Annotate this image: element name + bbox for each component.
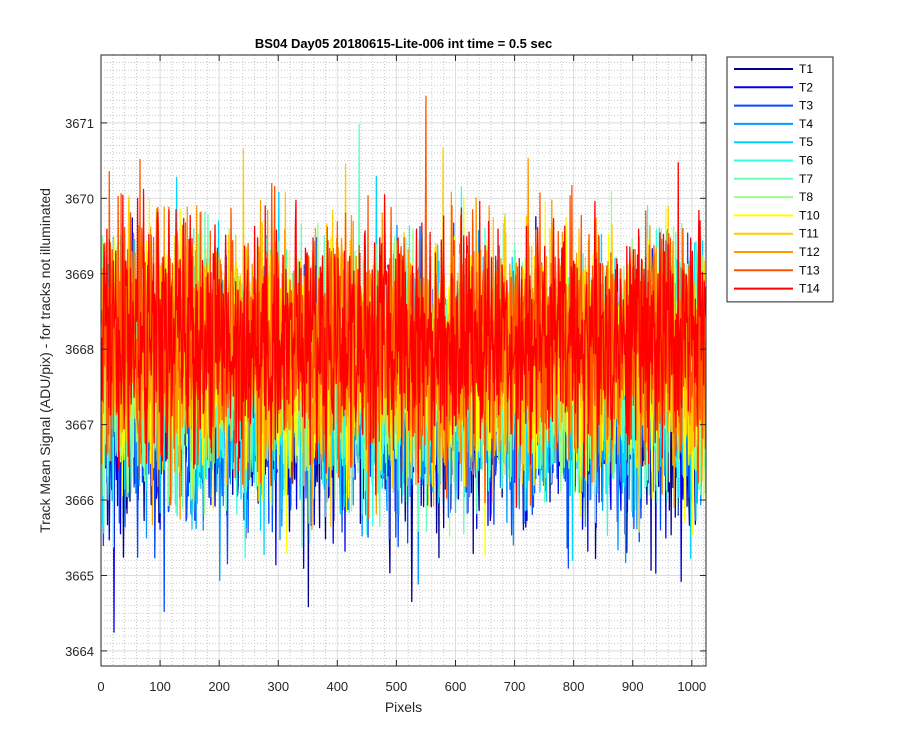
legend[interactable]: T1 T2 T3 T4 T5 T6 T7 T8 T10 T11 T12 T13 T14 (726, 56, 834, 303)
x-tick-label: 100 (149, 679, 171, 694)
x-tick-label: 1000 (677, 679, 706, 694)
legend-label-t11: T11 (799, 227, 819, 241)
x-axis-label: Pixels (385, 699, 422, 715)
x-tick-label: 700 (504, 679, 526, 694)
x-tick-label: 600 (445, 679, 467, 694)
legend-label-t5: T5 (799, 135, 813, 149)
legend-label-t8: T8 (799, 190, 813, 204)
legend-label-t14: T14 (799, 282, 820, 296)
y-tick-label: 3671 (65, 116, 94, 131)
series-line-t14 (101, 162, 706, 509)
legend-label-t12: T12 (799, 245, 820, 259)
y-axis-label: Track Mean Signal (ADU/pix) - for tracks… (37, 188, 53, 533)
legend-label-t7: T7 (799, 172, 813, 186)
y-tick-label: 3669 (65, 267, 94, 282)
axis-ticks: 0 100 200 300 400 500 600 700 800 900 1000 3664 3665… (65, 55, 706, 694)
x-tick-label: 900 (622, 679, 644, 694)
plot-area: 0 100 200 300 400 500 600 700 800 900 1000 3664 3665… (65, 54, 707, 694)
legend-label-t13: T13 (799, 263, 820, 277)
y-tick-label: 3664 (65, 644, 94, 659)
y-tick-label: 3666 (65, 493, 94, 508)
y-tick-label: 3670 (65, 191, 94, 206)
legend-label-t6: T6 (799, 154, 813, 168)
legend-label-t3: T3 (799, 99, 813, 113)
x-tick-label: 0 (97, 679, 104, 694)
legend-label-t4: T4 (799, 117, 813, 131)
x-tick-label: 500 (386, 679, 408, 694)
y-tick-label: 3667 (65, 418, 94, 433)
y-tick-label: 3665 (65, 568, 94, 583)
y-tick-label: 3668 (65, 342, 94, 357)
chart-title: BS04 Day05 20180615-Lite-006 int time = … (255, 36, 552, 51)
x-tick-label: 200 (208, 679, 230, 694)
x-tick-label: 800 (563, 679, 585, 694)
legend-label-t10: T10 (799, 208, 820, 222)
x-tick-label: 400 (326, 679, 348, 694)
series-lines (101, 95, 706, 633)
legend-label-t1: T1 (799, 62, 813, 76)
x-tick-label: 300 (267, 679, 289, 694)
axes-frame (100, 54, 707, 667)
legend-label-t2: T2 (799, 80, 813, 94)
